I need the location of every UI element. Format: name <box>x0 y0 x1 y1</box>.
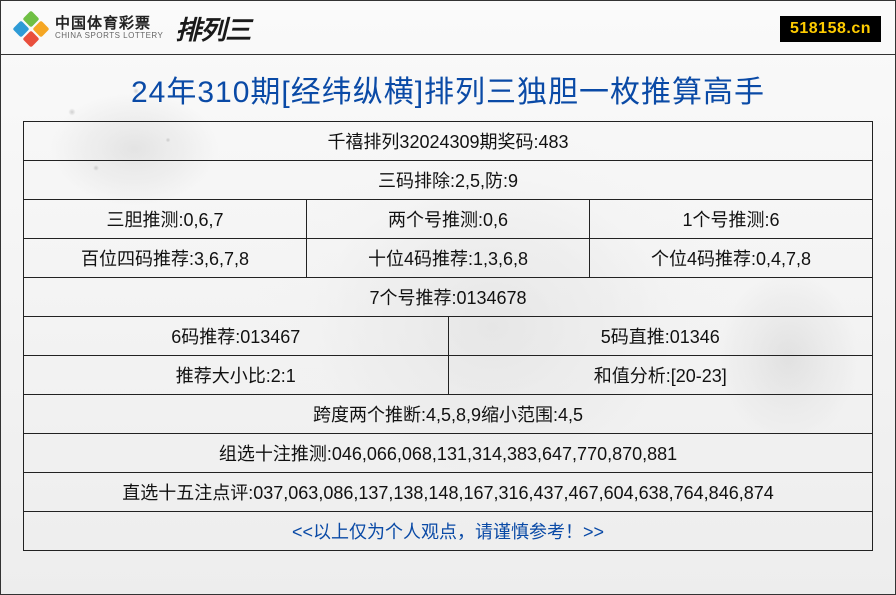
data-table: 千禧排列32024309期奖码:483 三码排除:2,5,防:9 三胆推测:0,… <box>23 121 873 551</box>
site-badge: 518158.cn <box>780 16 881 42</box>
span-cell: 跨度两个推断:4,5,8,9缩小范围:4,5 <box>24 395 872 433</box>
table-row: 三码排除:2,5,防:9 <box>24 161 872 200</box>
disclaimer-cell: <<以上仅为个人观点，请谨慎参考！>> <box>24 512 872 550</box>
header: 中国体育彩票 CHINA SPORTS LOTTERY 排列三 518158.c… <box>1 1 895 55</box>
group-ten-cell: 组选十注推测:046,066,068,131,314,383,647,770,8… <box>24 434 872 472</box>
page-title: 24年310期[经纬纵横]排列三独胆一枚推算高手 <box>1 55 895 121</box>
table-row: 跨度两个推断:4,5,8,9缩小范围:4,5 <box>24 395 872 434</box>
table-row: 百位四码推荐:3,6,7,8 十位4码推荐:1,3,6,8 个位4码推荐:0,4… <box>24 239 872 278</box>
ratio-cell: 推荐大小比:2:1 <box>24 356 449 394</box>
lottery-logo-icon <box>15 13 47 45</box>
table-row: 7个号推荐:0134678 <box>24 278 872 317</box>
two-num-cell: 两个号推测:0,6 <box>307 200 590 238</box>
page-frame: 中国体育彩票 CHINA SPORTS LOTTERY 排列三 518158.c… <box>0 0 896 595</box>
three-gall-cell: 三胆推测:0,6,7 <box>24 200 307 238</box>
table-row: <<以上仅为个人观点，请谨慎参考！>> <box>24 512 872 550</box>
table-row: 千禧排列32024309期奖码:483 <box>24 122 872 161</box>
table-row: 组选十注推测:046,066,068,131,314,383,647,770,8… <box>24 434 872 473</box>
table-row: 直选十五注点评:037,063,086,137,138,148,167,316,… <box>24 473 872 512</box>
table-row: 推荐大小比:2:1 和值分析:[20-23] <box>24 356 872 395</box>
ones-cell: 个位4码推荐:0,4,7,8 <box>590 239 872 277</box>
sum-range-cell: 和值分析:[20-23] <box>449 356 873 394</box>
tens-cell: 十位4码推荐:1,3,6,8 <box>307 239 590 277</box>
prize-code-cell: 千禧排列32024309期奖码:483 <box>24 122 872 160</box>
five-code-cell: 5码直推:01346 <box>449 317 873 355</box>
brand-block: 中国体育彩票 CHINA SPORTS LOTTERY 排列三 <box>15 10 250 47</box>
exclude-codes-cell: 三码排除:2,5,防:9 <box>24 161 872 199</box>
hundreds-cell: 百位四码推荐:3,6,7,8 <box>24 239 307 277</box>
table-row: 6码推荐:013467 5码直推:01346 <box>24 317 872 356</box>
table-row: 三胆推测:0,6,7 两个号推测:0,6 1个号推测:6 <box>24 200 872 239</box>
brand-text: 中国体育彩票 CHINA SPORTS LOTTERY <box>55 16 163 41</box>
brand-product: 排列三 <box>175 10 250 47</box>
seven-num-cell: 7个号推荐:0134678 <box>24 278 872 316</box>
six-code-cell: 6码推荐:013467 <box>24 317 449 355</box>
one-num-cell: 1个号推测:6 <box>590 200 872 238</box>
brand-cn: 中国体育彩票 <box>55 16 163 33</box>
brand-en: CHINA SPORTS LOTTERY <box>55 32 163 41</box>
direct-fifteen-cell: 直选十五注点评:037,063,086,137,138,148,167,316,… <box>24 473 872 511</box>
